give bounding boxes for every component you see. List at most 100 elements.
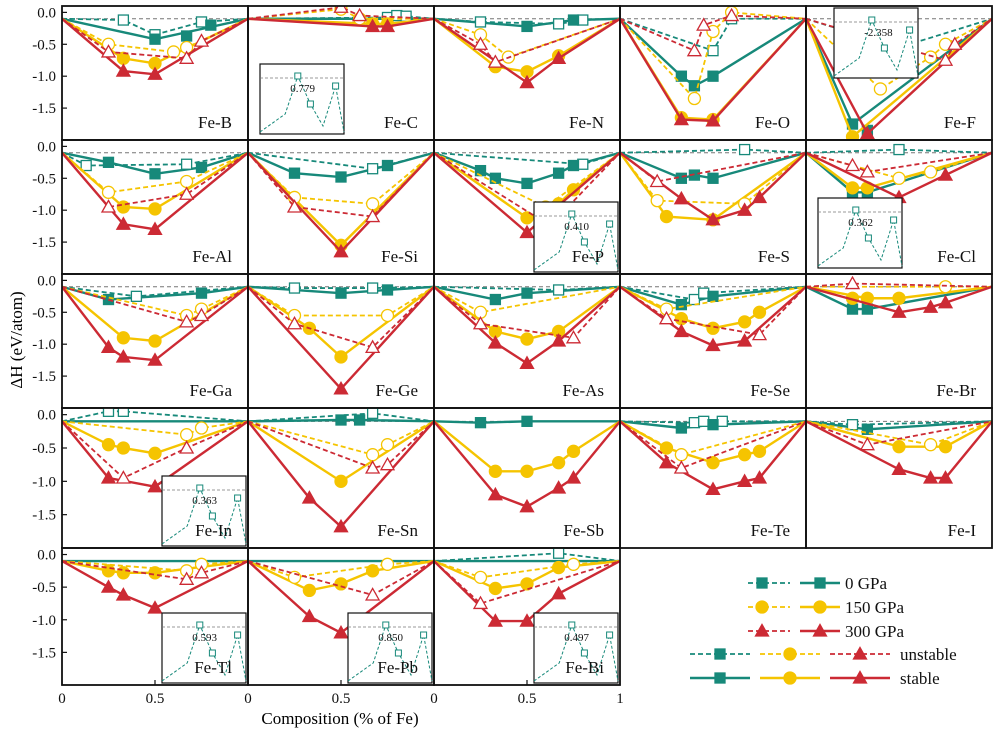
stable-line-0-gpa bbox=[806, 285, 992, 311]
stable-point bbox=[101, 438, 116, 452]
unstable-point bbox=[195, 16, 208, 28]
stable-point bbox=[567, 14, 580, 26]
panel-title: Fe-P bbox=[572, 247, 604, 266]
unstable-point bbox=[552, 548, 565, 559]
stable-point bbox=[658, 454, 675, 469]
unstable-point bbox=[100, 199, 117, 213]
plot-area bbox=[248, 408, 434, 533]
plot-area bbox=[620, 143, 806, 227]
stable-point bbox=[707, 70, 719, 82]
stable-point bbox=[195, 287, 208, 299]
panel-title: Fe-Se bbox=[750, 381, 790, 400]
stable-point bbox=[353, 414, 366, 426]
stable-point bbox=[520, 464, 534, 478]
panel-fe-o: Fe-O bbox=[619, 5, 807, 141]
y-tick-label: -1.5 bbox=[32, 645, 56, 661]
unstable-line-300-gpa bbox=[248, 286, 434, 349]
unstable-point bbox=[723, 7, 740, 22]
unstable-point bbox=[716, 415, 728, 427]
stable-point bbox=[937, 294, 954, 309]
unstable-point bbox=[698, 415, 710, 427]
inset-label: 0.779 bbox=[290, 83, 315, 95]
unstable-point bbox=[117, 408, 130, 417]
stable-point bbox=[551, 560, 566, 575]
unstable-line-150-gpa bbox=[248, 420, 434, 456]
stable-point bbox=[149, 33, 161, 45]
unstable-point bbox=[938, 280, 953, 294]
stable-point bbox=[566, 183, 581, 197]
stable-point bbox=[705, 211, 721, 226]
stable-point bbox=[149, 168, 161, 180]
unstable-point bbox=[193, 307, 210, 322]
unstable-point bbox=[893, 143, 905, 156]
stable-line-300-gpa bbox=[62, 285, 248, 362]
stable-point bbox=[737, 202, 753, 216]
stable-point bbox=[115, 349, 131, 363]
stable-line-300-gpa bbox=[248, 17, 434, 28]
unstable-point bbox=[751, 326, 768, 341]
stable-line-300-gpa bbox=[248, 560, 434, 635]
unstable-point bbox=[873, 82, 888, 96]
stable-point bbox=[752, 444, 767, 458]
stable-point bbox=[381, 284, 394, 296]
stable-line-150-gpa bbox=[620, 420, 806, 464]
stable-line-300-gpa bbox=[620, 420, 806, 491]
unstable-line-150-gpa bbox=[248, 560, 434, 579]
stable-point bbox=[751, 470, 768, 484]
panel-title: Fe-Tl bbox=[194, 658, 232, 677]
unstable-point bbox=[674, 448, 689, 462]
plot-area bbox=[248, 282, 434, 395]
stable-line-300-gpa bbox=[62, 151, 248, 231]
legend-marker bbox=[852, 646, 868, 660]
stable-point bbox=[335, 287, 347, 299]
panel-title: Fe-B bbox=[198, 113, 232, 132]
stable-point bbox=[673, 111, 689, 126]
unstable-point bbox=[130, 290, 143, 302]
panel-title: Fe-Ga bbox=[190, 381, 233, 400]
unstable-line-0-gpa bbox=[620, 17, 806, 52]
inset: 0.363 bbox=[161, 475, 247, 547]
stable-point bbox=[521, 177, 533, 190]
unstable-line-0-gpa bbox=[434, 151, 620, 166]
stable-point bbox=[195, 161, 208, 174]
y-axis-label: ΔH (eV/atom) bbox=[7, 291, 26, 388]
unstable-point bbox=[649, 173, 665, 188]
legend-marker bbox=[852, 670, 868, 684]
stable-point bbox=[675, 70, 688, 82]
stable-point bbox=[487, 486, 503, 501]
stable-point bbox=[474, 417, 487, 429]
stable-point bbox=[552, 167, 565, 179]
stable-point bbox=[147, 66, 163, 80]
unstable-point bbox=[923, 50, 938, 64]
stable-point bbox=[845, 130, 860, 140]
unstable-point bbox=[673, 460, 689, 474]
stable-point bbox=[937, 167, 954, 181]
plot-area bbox=[434, 14, 620, 89]
stable-point bbox=[566, 444, 581, 458]
stable-point bbox=[205, 19, 217, 31]
panel-title: Fe-Ge bbox=[376, 381, 418, 400]
panel-title: Fe-Al bbox=[192, 247, 232, 266]
stable-point bbox=[334, 474, 348, 488]
unstable-point bbox=[658, 310, 675, 325]
y-tick-label: -1.0 bbox=[32, 69, 56, 85]
stable-point bbox=[519, 74, 535, 89]
unstable-point bbox=[400, 10, 412, 22]
stable-point bbox=[845, 181, 860, 195]
stable-point bbox=[520, 577, 534, 591]
unstable-point bbox=[472, 315, 489, 330]
stable-point bbox=[335, 171, 347, 183]
stable-point bbox=[148, 566, 162, 580]
stable-point bbox=[100, 579, 117, 593]
inset: 0.362 bbox=[817, 197, 903, 269]
stable-point bbox=[116, 441, 131, 455]
plot-area bbox=[806, 419, 992, 484]
stable-point bbox=[521, 415, 533, 427]
stable-line-150-gpa bbox=[620, 151, 806, 221]
unstable-point bbox=[688, 293, 701, 306]
unstable-point bbox=[380, 438, 395, 452]
unstable-point bbox=[179, 50, 195, 64]
panel-title: Fe-Sn bbox=[377, 521, 418, 540]
y-tick-label: -1.0 bbox=[32, 474, 56, 490]
stable-point bbox=[705, 337, 721, 352]
